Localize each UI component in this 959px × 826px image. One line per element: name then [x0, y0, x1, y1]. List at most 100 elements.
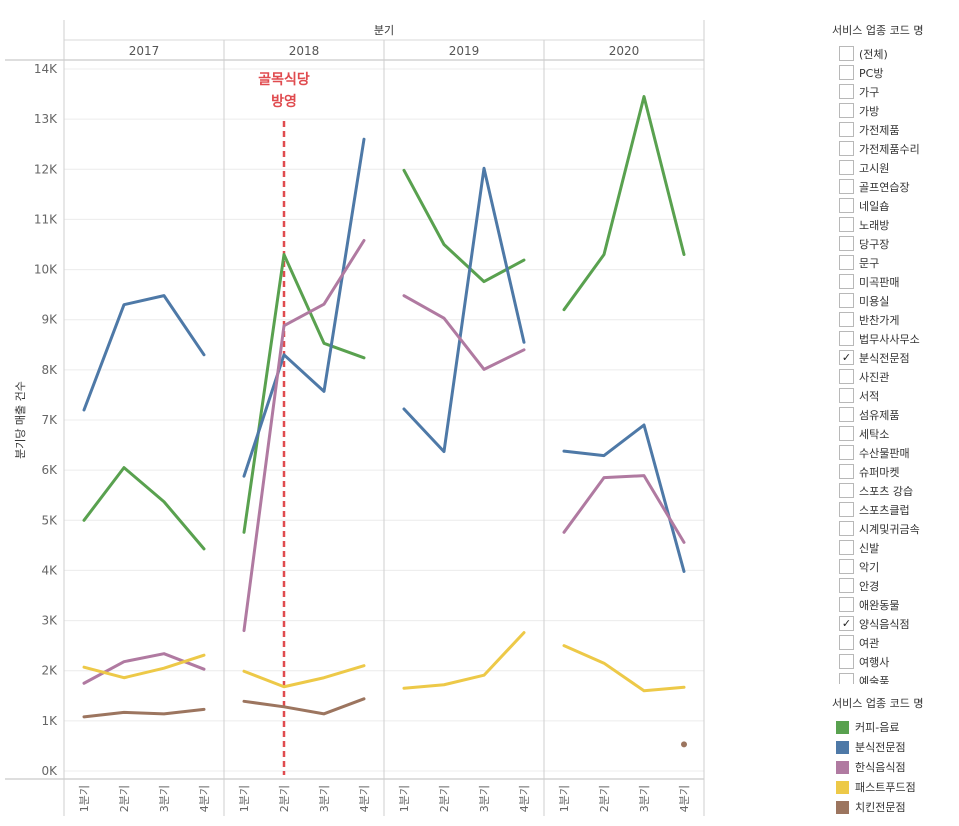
legend-item: 커피-음료 — [832, 717, 957, 737]
filter-item[interactable]: 가전제품 — [832, 120, 957, 139]
filter-item[interactable]: 예술품 — [832, 671, 957, 684]
y-tick-label: 13K — [34, 112, 58, 126]
filter-item[interactable]: 신발 — [832, 538, 957, 557]
filter-item[interactable]: 고시원 — [832, 158, 957, 177]
checkbox[interactable] — [839, 654, 854, 669]
filter-item[interactable]: (전체) — [832, 44, 957, 63]
filter-item-label: 서적 — [859, 389, 880, 403]
filter-item[interactable]: ✓ 양식음식점 — [832, 614, 957, 633]
series-line — [242, 253, 366, 534]
legend-swatch — [836, 800, 849, 814]
checkbox[interactable] — [839, 103, 854, 118]
filter-item[interactable]: 골프연습장 — [832, 177, 957, 196]
filter-item[interactable]: 문구 — [832, 253, 957, 272]
filter-item-label: 가구 — [859, 85, 880, 99]
filter-item[interactable]: 네일숍 — [832, 196, 957, 215]
series-point — [681, 741, 687, 748]
filter-item[interactable]: PC방 — [832, 63, 957, 82]
filter-item-label: 법무사사무소 — [859, 332, 920, 346]
checkbox[interactable] — [839, 179, 854, 194]
filter-item-label: 안경 — [859, 579, 880, 593]
filter-item-label: 미용실 — [859, 294, 890, 308]
x-tick-label: 3분기 — [478, 785, 491, 812]
checkbox[interactable] — [839, 293, 854, 308]
filter-item[interactable]: 법무사사무소 — [832, 329, 957, 348]
checkbox[interactable] — [839, 141, 854, 156]
filter-item[interactable]: 슈퍼마켓 — [832, 462, 957, 481]
checkbox[interactable] — [839, 274, 854, 289]
filter-item[interactable]: 악기 — [832, 557, 957, 576]
filter-item[interactable]: 가구 — [832, 82, 957, 101]
filter-item-label: 가방 — [859, 104, 880, 118]
checkbox[interactable] — [839, 160, 854, 175]
filter-item[interactable]: 미곡판매 — [832, 272, 957, 291]
checkbox[interactable] — [839, 502, 854, 517]
filter-item[interactable]: 세탁소 — [832, 424, 957, 443]
checkbox[interactable] — [839, 635, 854, 650]
filter-item-label: 시계및귀금속 — [859, 522, 920, 536]
legend-panel: 서비스 업종 코드 명 커피-음료 분식전문점 한식음식점 패스트푸드점 치킨전문점 — [832, 695, 957, 817]
checkbox[interactable] — [839, 407, 854, 422]
y-tick-label: 2K — [41, 664, 58, 678]
filter-item[interactable]: 반찬가게 — [832, 310, 957, 329]
checkbox[interactable] — [839, 331, 854, 346]
checkbox[interactable] — [839, 198, 854, 213]
checkbox[interactable] — [839, 559, 854, 574]
checkbox[interactable] — [839, 65, 854, 80]
filter-item-label: 수산물판매 — [859, 446, 910, 460]
checkbox[interactable]: ✓ — [839, 616, 854, 631]
y-axis-label: 분기당 매출 건수 — [14, 381, 27, 459]
filter-item[interactable]: 스포츠클럽 — [832, 500, 957, 519]
filter-item[interactable]: 당구장 — [832, 234, 957, 253]
filter-item[interactable]: 여행사 — [832, 652, 957, 671]
y-tick-label: 7K — [41, 413, 58, 427]
annotation-text: 방영 — [271, 93, 297, 110]
filter-item-label: 섬유제품 — [859, 408, 900, 422]
checkbox[interactable] — [839, 84, 854, 99]
series-line — [402, 631, 526, 690]
x-tick-label: 2분기 — [598, 785, 611, 812]
filter-item-label: PC방 — [859, 66, 884, 80]
filter-item-label: 분식전문점 — [859, 351, 910, 365]
series-line — [82, 652, 206, 685]
filter-item-label: 양식음식점 — [859, 617, 910, 631]
checkbox[interactable] — [839, 521, 854, 536]
filter-item[interactable]: 여관 — [832, 633, 957, 652]
filter-item[interactable]: 애완동물 — [832, 595, 957, 614]
filter-item[interactable]: 스포츠 강습 — [832, 481, 957, 500]
legend-label: 분식전문점 — [855, 741, 906, 754]
checkbox[interactable] — [839, 578, 854, 593]
checkbox[interactable] — [839, 673, 854, 684]
checkbox[interactable] — [839, 312, 854, 327]
checkbox[interactable] — [839, 540, 854, 555]
filter-item[interactable]: 시계및귀금속 — [832, 519, 957, 538]
legend-title: 서비스 업종 코드 명 — [832, 697, 924, 710]
checkbox[interactable] — [839, 255, 854, 270]
checkbox[interactable]: ✓ — [839, 350, 854, 365]
checkbox[interactable] — [839, 122, 854, 137]
filter-item[interactable]: 미용실 — [832, 291, 957, 310]
filter-item[interactable]: ✓ 분식전문점 — [832, 348, 957, 367]
checkbox[interactable] — [839, 388, 854, 403]
filter-item-label: 여관 — [859, 636, 880, 650]
checkbox[interactable] — [839, 483, 854, 498]
checkbox[interactable] — [839, 236, 854, 251]
checkbox[interactable] — [839, 369, 854, 384]
checkbox[interactable] — [839, 217, 854, 232]
checkbox[interactable] — [839, 445, 854, 460]
filter-item[interactable]: 가방 — [832, 101, 957, 120]
filter-item[interactable]: 안경 — [832, 576, 957, 595]
checkbox[interactable] — [839, 464, 854, 479]
filter-item[interactable]: 사진관 — [832, 367, 957, 386]
checkbox[interactable] — [839, 426, 854, 441]
x-tick-label: 3분기 — [158, 785, 171, 812]
checkbox[interactable] — [839, 46, 854, 61]
filter-item-label: 스포츠 강습 — [859, 484, 914, 498]
filter-item[interactable]: 수산물판매 — [832, 443, 957, 462]
filter-item[interactable]: 가전제품수리 — [832, 139, 957, 158]
filter-item[interactable]: 서적 — [832, 386, 957, 405]
filter-item[interactable]: 섬유제품 — [832, 405, 957, 424]
checkbox[interactable] — [839, 597, 854, 612]
filter-item[interactable]: 노래방 — [832, 215, 957, 234]
